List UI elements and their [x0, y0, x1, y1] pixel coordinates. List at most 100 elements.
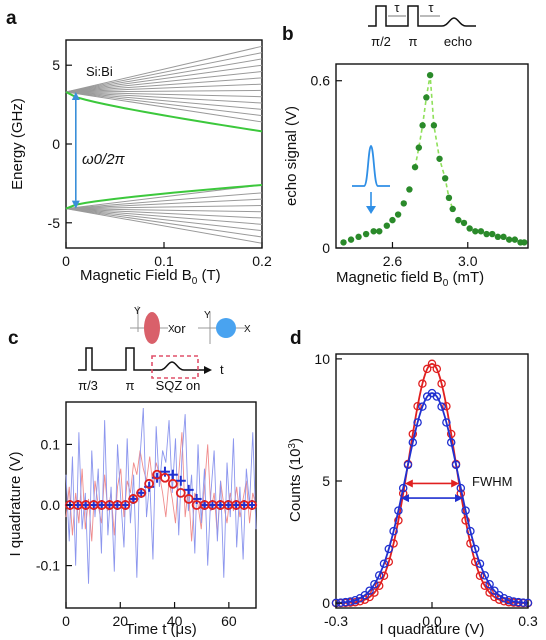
echo-point [383, 222, 391, 229]
blue-histogram-point [446, 438, 456, 447]
x-tick-label-a: 0.2 [252, 253, 272, 269]
blue-histogram-point [341, 597, 350, 607]
linewidth-inset [352, 144, 390, 214]
upper-level-line [65, 83, 263, 93]
y-axis-label-d: Counts (103) [287, 438, 304, 522]
red-circle-marker [160, 472, 170, 483]
axis-ticks-a: 0 0.1 0.2 -5 0 5 [48, 57, 272, 269]
x-tick-label-c: 40 [167, 613, 183, 629]
upper-level-line [65, 91, 263, 123]
red-histogram-point [413, 401, 422, 411]
upper-level-line [65, 91, 263, 98]
panel-label-d: d [290, 328, 302, 349]
x-axis-label-d: I quadrature (V) [379, 621, 484, 638]
echo-points [340, 71, 528, 246]
x-tick-label-c: 60 [221, 613, 237, 629]
blue-histogram-point [509, 597, 518, 606]
upper-level-line [65, 45, 263, 93]
upper-level-line [65, 64, 263, 93]
tau-label-2: τ [428, 0, 434, 15]
blue-histogram-point [370, 579, 379, 589]
blue-histogram-point [365, 586, 374, 595]
x-tick-label-a: 0 [62, 253, 70, 269]
blue-histogram-point [518, 598, 528, 607]
x-axis-label-c: Time t (μs) [125, 621, 196, 638]
panel-label-c: c [8, 328, 19, 349]
echo-point [423, 94, 430, 101]
red-circle-marker [183, 494, 194, 504]
red-circle-marker [247, 500, 257, 510]
blue-histogram-point [475, 559, 485, 568]
y-tick-label-d: 0 [322, 595, 330, 611]
upper-level-line [65, 71, 263, 93]
echo-point [394, 211, 402, 218]
sqz-on-label: SQZ on [156, 378, 201, 393]
upper-level-line [65, 91, 263, 104]
x-tick-label-a: 0.1 [154, 253, 174, 269]
panel-label-a: a [6, 8, 17, 29]
echo-point [426, 71, 434, 79]
upper-level-line [65, 77, 263, 93]
gap-arrow-head-top [71, 92, 80, 100]
y-tick-label-c: 0.1 [41, 436, 61, 452]
y-tick-label-b: 0.6 [311, 73, 331, 89]
lower-level-line [65, 208, 263, 238]
inset-peak [352, 144, 390, 187]
blue-histogram-point [346, 597, 355, 606]
echo-point [419, 122, 426, 129]
x-tick-label-d: -0.3 [324, 613, 348, 629]
echo-point [449, 205, 456, 213]
echo-point [477, 228, 485, 235]
blue-histogram-point [485, 579, 494, 589]
blue-histogram-point [499, 593, 509, 603]
lower-level-line [65, 208, 263, 219]
echo-point [489, 230, 496, 238]
blue-histogram-point [456, 483, 466, 493]
red-histogram-point [480, 581, 490, 591]
red-histogram-point [490, 592, 499, 602]
green-lower-level [65, 183, 263, 210]
green-upper-level [65, 91, 263, 133]
upper-level-line [65, 89, 263, 93]
red-histogram-point [461, 516, 470, 525]
fwhm-red-arrow-head [404, 479, 413, 488]
red-histogram-point [432, 364, 442, 374]
state-icons: Y X or Y X [130, 306, 251, 344]
coherent-state-icon [216, 318, 236, 338]
lower-level-line [65, 208, 263, 244]
axis-ticks-d: -0.3 0.0 0.3 0 5 10 [314, 351, 538, 629]
axis-ticks-b: 2.6 3.0 0 0.6 [311, 73, 478, 269]
blue-histogram-point [418, 402, 427, 411]
echo-point [505, 236, 513, 243]
echo-point [466, 225, 473, 232]
x-tick-label-b: 3.0 [458, 253, 478, 269]
pulse-trace-c [78, 347, 206, 371]
red-circle-marker [167, 478, 178, 489]
lower-level-line [65, 208, 263, 225]
blue-histogram-point [470, 544, 480, 554]
echo-point [376, 228, 383, 235]
echo-point [389, 216, 396, 224]
upper-level-line [65, 91, 263, 117]
pi-label: π [409, 34, 418, 49]
blue-histogram-point [350, 595, 360, 605]
pi-label-c: π [126, 378, 135, 393]
blue-histogram-point [384, 544, 394, 554]
y-tick-label-c: 0.0 [41, 497, 61, 513]
echo-point [436, 155, 443, 162]
squeezed-state-icon [144, 312, 160, 344]
x-tick-label-d: 0.3 [518, 613, 538, 629]
gap-arrow-head-bottom [71, 200, 80, 209]
blue-histogram-point [504, 595, 514, 605]
blue-histogram-point [490, 586, 499, 595]
echo-point [400, 200, 407, 207]
upper-level-line [65, 58, 263, 93]
fwhm-blue-arrow-head [400, 494, 409, 503]
or-label: or [174, 321, 186, 336]
red-histogram-point [442, 401, 451, 411]
inset-arrow-head [366, 206, 376, 214]
red-histogram-point [427, 359, 437, 369]
y-tick-label-a: 0 [52, 136, 60, 152]
pi2-label: π/2 [371, 34, 391, 49]
